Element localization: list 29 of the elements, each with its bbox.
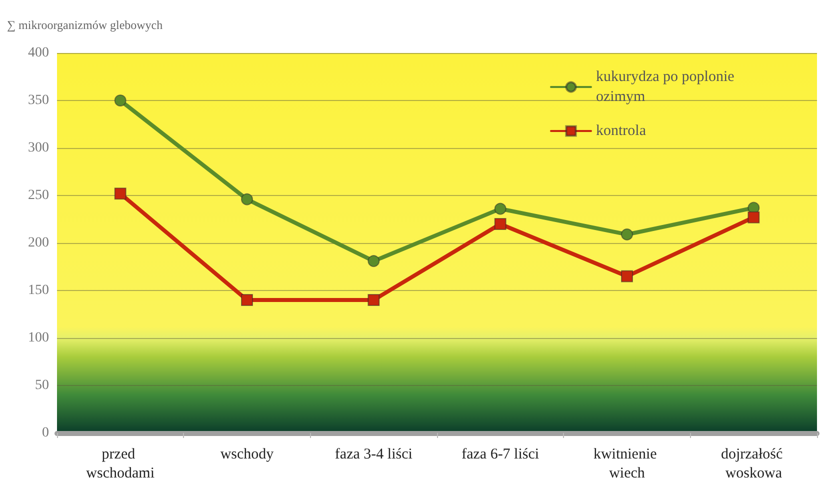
y-tick-label: 300 <box>28 140 49 156</box>
point <box>114 188 126 200</box>
y-tick-label: 400 <box>28 46 49 60</box>
point <box>241 294 253 306</box>
y-axis-title: ∑ mikroorganizmów glebowych <box>7 18 163 32</box>
point <box>748 211 760 224</box>
point <box>114 94 126 106</box>
legend-label: kukurydza po poplonie ozimym <box>596 69 738 105</box>
point <box>368 294 380 306</box>
point <box>368 255 380 268</box>
x-tick-label: przed wschodami <box>86 446 154 482</box>
y-tick-label: 100 <box>28 330 49 346</box>
x-tick-label: faza 3-4 liści <box>334 446 412 462</box>
point <box>621 270 633 282</box>
y-tick-label: 250 <box>28 188 49 203</box>
point <box>621 228 633 240</box>
y-tick-label: 50 <box>35 378 49 393</box>
point <box>241 193 253 206</box>
x-tick-label: kwitnienie wiech <box>593 446 661 482</box>
y-tick-label: 0 <box>42 426 49 440</box>
x-tick-label: dojrzałość woskowa <box>720 446 786 482</box>
point <box>494 218 506 230</box>
legend-label: kontrola <box>596 123 646 139</box>
x-tick-label: faza 6-7 liści <box>462 446 540 462</box>
point <box>494 202 506 215</box>
y-tick-label: 200 <box>28 236 49 250</box>
y-tick-label: 350 <box>28 93 49 108</box>
y-tick-label: 150 <box>28 283 49 298</box>
x-tick-label: wschody <box>220 446 274 462</box>
